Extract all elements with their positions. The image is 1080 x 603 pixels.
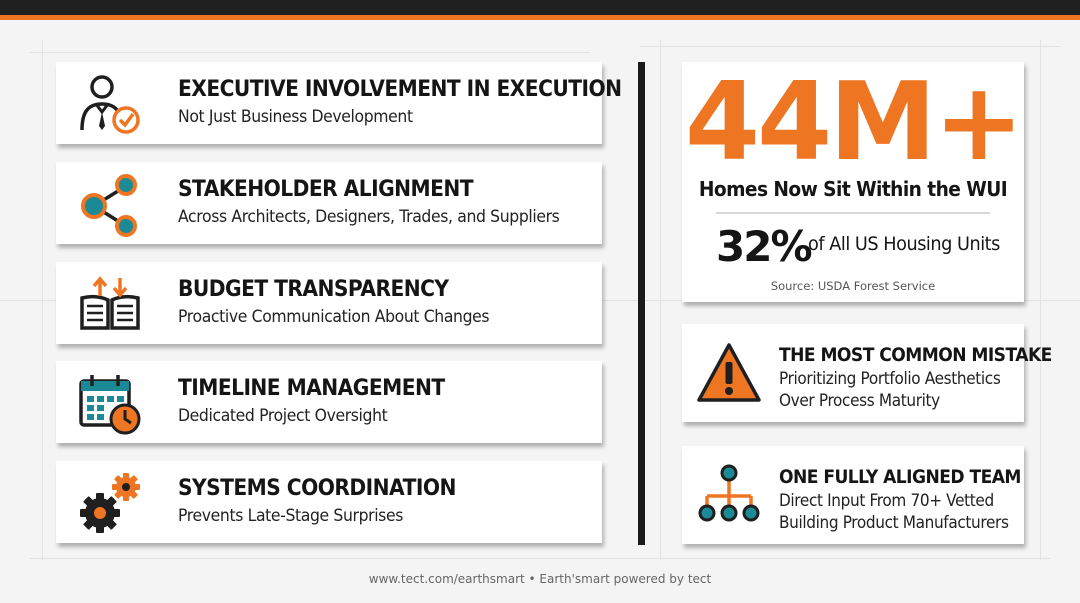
percent-caption: of All US Housing Units bbox=[808, 233, 1000, 255]
top-bar bbox=[0, 0, 1080, 15]
feature-subtitle: Prevents Late-Stage Surprises bbox=[178, 506, 403, 526]
feature-title: STAKEHOLDER ALIGNMENT bbox=[178, 177, 474, 202]
source-note: Source: USDA Forest Service bbox=[770, 279, 936, 293]
background-line bbox=[660, 40, 661, 560]
background-line bbox=[30, 558, 1050, 559]
feature-subtitle: Dedicated Project Oversight bbox=[178, 406, 388, 426]
feature-card-executive: EXECUTIVE INVOLVEMENT IN EXECUTION Not J… bbox=[56, 62, 622, 144]
gears-icon bbox=[80, 473, 140, 533]
stat-card: 44M+ Homes Now Sit Within the WUI 32% of… bbox=[682, 62, 1024, 302]
percent-stat: 32% bbox=[716, 222, 813, 271]
open-book-arrows-icon bbox=[80, 276, 140, 330]
feature-card-stakeholder: STAKEHOLDER ALIGNMENT Across Architects,… bbox=[56, 162, 602, 244]
stat-divider bbox=[716, 212, 990, 214]
feature-subtitle: Across Architects, Designers, Trades, an… bbox=[178, 207, 560, 227]
feature-title: SYSTEMS COORDINATION bbox=[178, 476, 456, 501]
callout-card-team: ONE FULLY ALIGNED TEAM Direct Input From… bbox=[682, 446, 1024, 544]
calendar-clock-icon bbox=[79, 375, 141, 435]
big-stat-caption: Homes Now Sit Within the WUI bbox=[698, 177, 1008, 201]
warning-triangle-icon bbox=[697, 343, 761, 402]
callout-card-mistake: THE MOST COMMON MISTAKE Prioritizing Por… bbox=[682, 324, 1052, 422]
callout-title: ONE FULLY ALIGNED TEAM bbox=[779, 466, 1021, 488]
executive-checkmark-icon bbox=[80, 75, 140, 134]
feature-title: BUDGET TRANSPARENCY bbox=[178, 277, 449, 302]
feature-title: TIMELINE MANAGEMENT bbox=[178, 376, 445, 401]
big-stat-number: 44M+ bbox=[684, 60, 1024, 185]
callout-line: Building Product Manufacturers bbox=[779, 513, 1009, 533]
top-accent-rule bbox=[0, 15, 1080, 20]
callout-title: THE MOST COMMON MISTAKE bbox=[779, 344, 1052, 366]
callout-line: Prioritizing Portfolio Aesthetics bbox=[779, 369, 1001, 389]
feature-card-timeline: TIMELINE MANAGEMENT Dedicated Project Ov… bbox=[56, 361, 602, 443]
feature-subtitle: Not Just Business Development bbox=[178, 107, 413, 127]
background-line bbox=[1040, 40, 1041, 560]
background-line bbox=[30, 52, 590, 53]
footer-text: www.tect.com/earthsmart • Earth'smart po… bbox=[368, 572, 712, 586]
feature-title: EXECUTIVE INVOLVEMENT IN EXECUTION bbox=[178, 77, 622, 102]
feature-card-systems: SYSTEMS COORDINATION Prevents Late-Stage… bbox=[56, 461, 602, 543]
share-network-icon bbox=[81, 174, 137, 237]
org-chart-icon bbox=[698, 464, 760, 522]
feature-card-budget: BUDGET TRANSPARENCY Proactive Communicat… bbox=[56, 262, 602, 344]
feature-subtitle: Proactive Communication About Changes bbox=[178, 307, 490, 327]
vertical-divider bbox=[638, 62, 645, 545]
background-line bbox=[640, 46, 1060, 47]
callout-line: Direct Input From 70+ Vetted bbox=[779, 491, 994, 511]
callout-line: Over Process Maturity bbox=[779, 391, 940, 411]
